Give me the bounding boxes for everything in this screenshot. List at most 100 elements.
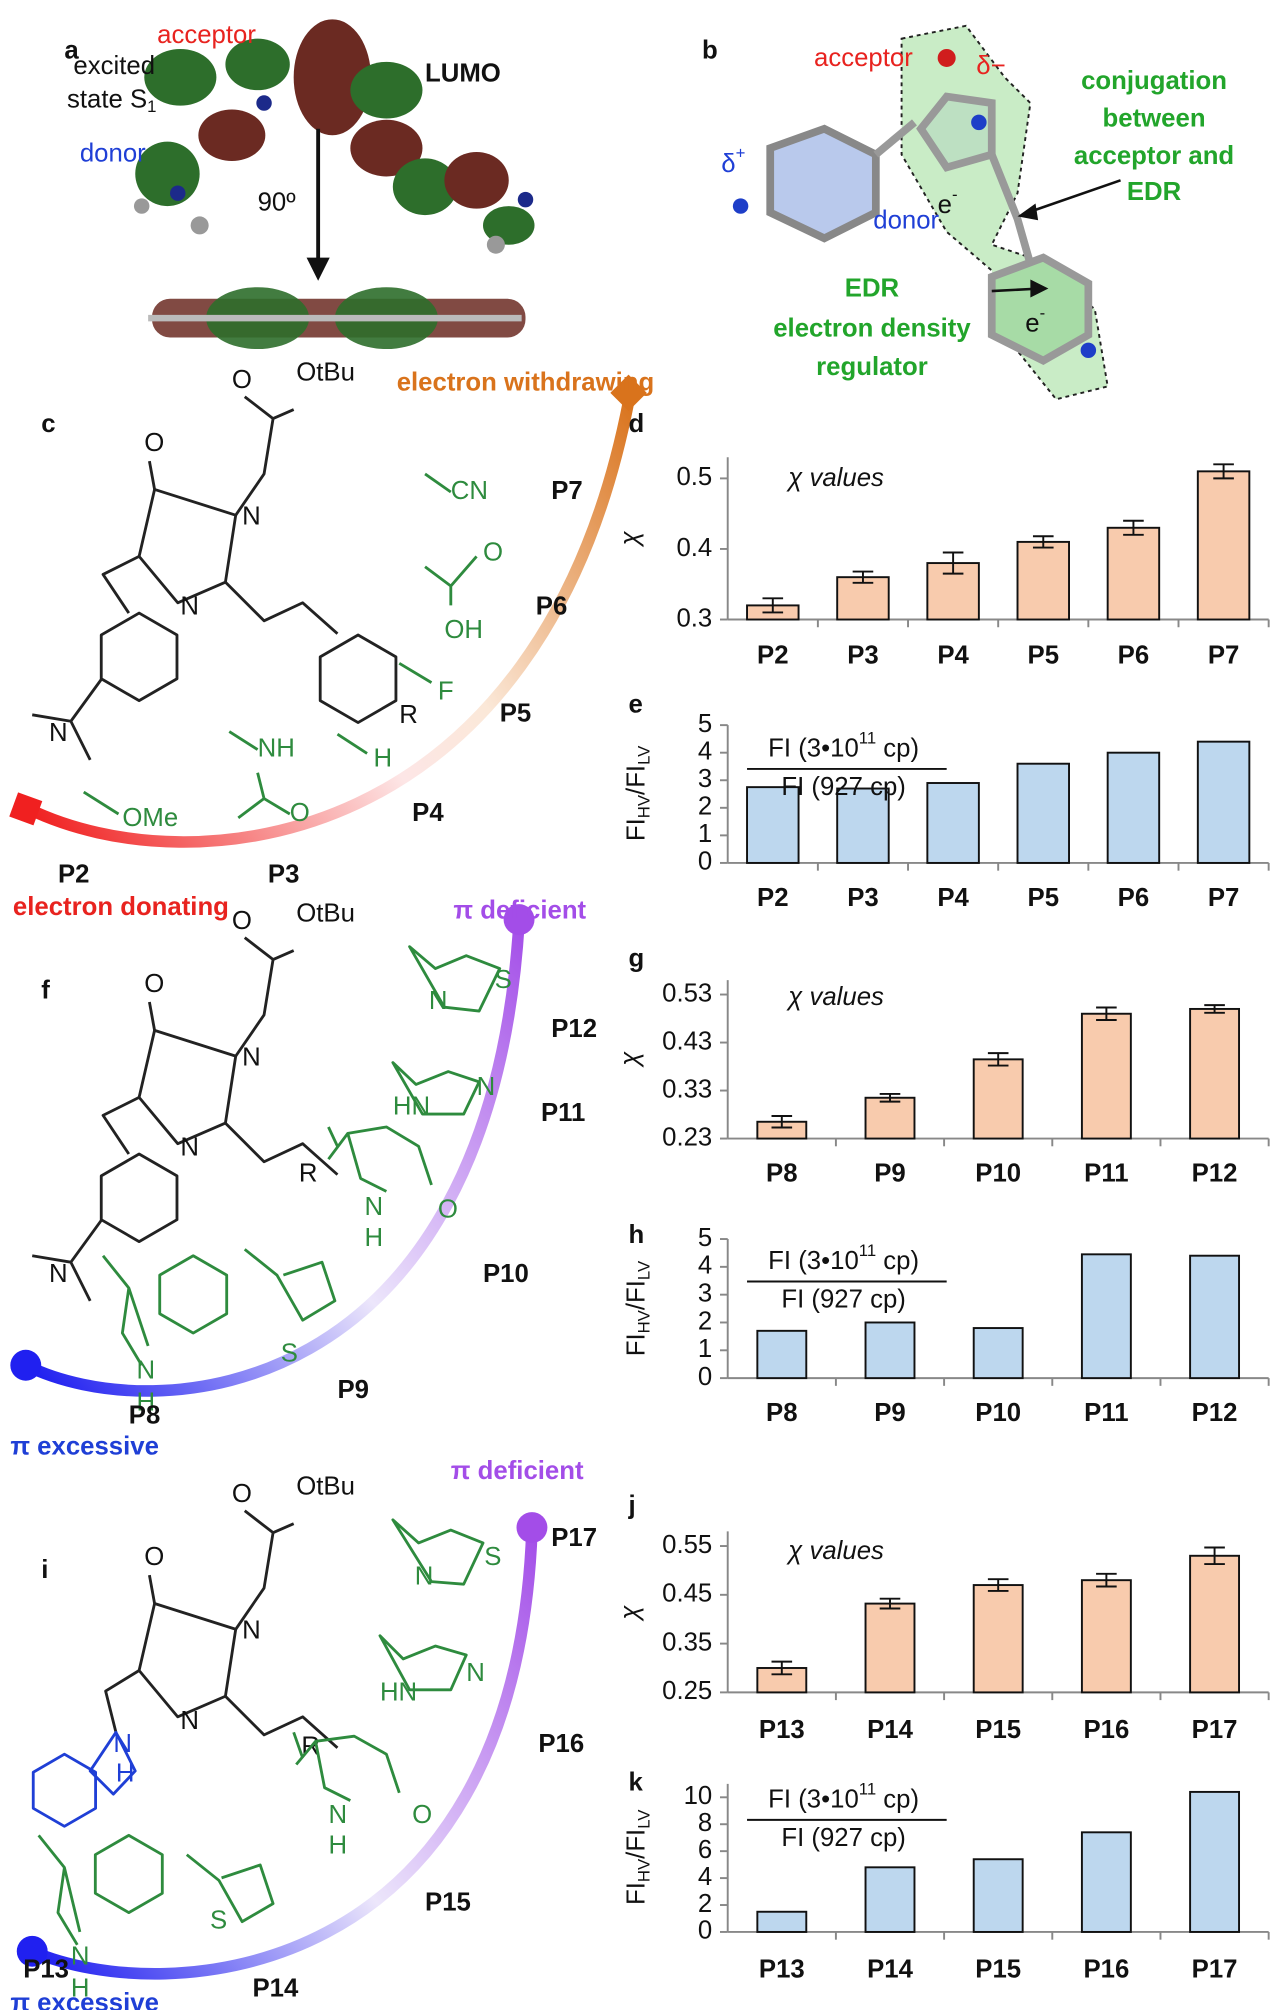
- label-script: HV: [635, 794, 654, 818]
- label: δ−: [976, 52, 1005, 80]
- label: 2: [698, 1307, 712, 1335]
- bond: [391, 945, 502, 1116]
- label-text: cp): [876, 734, 919, 762]
- label: P2: [58, 861, 90, 889]
- bond: [88, 1730, 137, 1796]
- bond: [37, 1834, 275, 1946]
- label: regulator: [816, 353, 928, 381]
- label: P7: [551, 477, 583, 505]
- label-script: LV: [635, 745, 654, 765]
- label: H: [374, 745, 393, 773]
- annotation: FI (3•1011 cp): [768, 1241, 919, 1275]
- label: P6: [536, 593, 568, 621]
- label-text: FI (3•10: [768, 734, 859, 762]
- label: N: [242, 1044, 261, 1072]
- label: 5: [698, 1224, 712, 1252]
- bond: [234, 1509, 295, 1631]
- label: 0.35: [662, 1628, 712, 1656]
- label: 0.33: [662, 1075, 712, 1103]
- label: 0: [698, 1363, 712, 1391]
- label: between: [1103, 105, 1206, 133]
- bar: [864, 1096, 916, 1140]
- label: P3: [847, 642, 878, 670]
- label: P9: [337, 1376, 368, 1404]
- label: 6: [698, 1836, 712, 1864]
- bond: [137, 488, 238, 605]
- label: P4: [937, 884, 969, 912]
- bar: [756, 1329, 808, 1380]
- label: P17: [551, 1524, 597, 1552]
- bond: [137, 1602, 238, 1719]
- bar: [926, 782, 980, 864]
- label: 3: [698, 765, 712, 793]
- bond: [148, 1574, 156, 1604]
- bar: [972, 1858, 1024, 1933]
- label: P5: [1028, 642, 1060, 670]
- bar: [1189, 1007, 1241, 1140]
- label: excited: [73, 52, 155, 80]
- label: P15: [975, 1716, 1021, 1744]
- label: P11: [541, 1099, 585, 1127]
- label: π deficient: [451, 1457, 584, 1485]
- bar: [756, 1910, 808, 1933]
- bar: [1106, 751, 1161, 864]
- label: O: [438, 1195, 458, 1223]
- label: 1: [698, 820, 712, 848]
- label-script: -: [952, 185, 958, 204]
- label: 4: [698, 1863, 712, 1891]
- label-text: cp): [876, 1247, 919, 1275]
- label: P17: [1192, 1716, 1238, 1744]
- ring: [99, 611, 179, 703]
- label: i: [41, 1556, 48, 1584]
- label: 2: [698, 793, 712, 821]
- label: P13: [23, 1955, 69, 1983]
- label-script: LV: [635, 1260, 654, 1280]
- label: 10: [684, 1782, 713, 1810]
- bar: [1080, 1012, 1132, 1140]
- label: P14: [867, 1955, 913, 1983]
- label: acceptor: [157, 21, 256, 49]
- label: N: [466, 1659, 485, 1687]
- label: P8: [766, 1399, 798, 1427]
- label: P13: [759, 1716, 805, 1744]
- label: χ: [616, 1051, 644, 1068]
- label: 0.53: [662, 979, 712, 1007]
- label-script: 11: [859, 729, 876, 748]
- label: 0.3: [676, 604, 712, 632]
- label: EDR: [845, 275, 900, 303]
- label-script: HV: [635, 1858, 654, 1882]
- label-text: /FI: [622, 1280, 650, 1310]
- label: P2: [757, 884, 788, 912]
- label: 0.23: [662, 1123, 712, 1151]
- label: O: [483, 539, 503, 567]
- label: k: [629, 1769, 644, 1797]
- label: e-: [938, 185, 958, 219]
- label: N: [477, 1073, 496, 1101]
- label: O: [232, 907, 252, 935]
- label: P14: [867, 1716, 913, 1744]
- label: 0.43: [662, 1027, 712, 1055]
- label: a: [64, 36, 79, 64]
- ring: [99, 1152, 179, 1244]
- label: H: [328, 1832, 347, 1860]
- label: P17: [1192, 1955, 1238, 1983]
- label: N: [242, 503, 261, 531]
- label: P10: [483, 1260, 529, 1288]
- label: OtBu: [296, 899, 355, 927]
- label-script: LV: [635, 1809, 654, 1829]
- label: P5: [500, 700, 532, 728]
- label-script: 11: [859, 1241, 876, 1260]
- label: O: [144, 429, 164, 457]
- bond: [224, 581, 339, 635]
- y-axis-label: FIHV/FILV: [622, 1260, 653, 1356]
- label-text: FI: [622, 1882, 650, 1905]
- bar: [1080, 1831, 1132, 1933]
- label: P6: [1118, 884, 1150, 912]
- bond: [378, 1518, 485, 1692]
- label: NH: [258, 734, 295, 762]
- bar: [972, 1327, 1024, 1380]
- label: 4: [698, 737, 712, 765]
- label: 2: [698, 1890, 712, 1918]
- label: R: [299, 1159, 318, 1187]
